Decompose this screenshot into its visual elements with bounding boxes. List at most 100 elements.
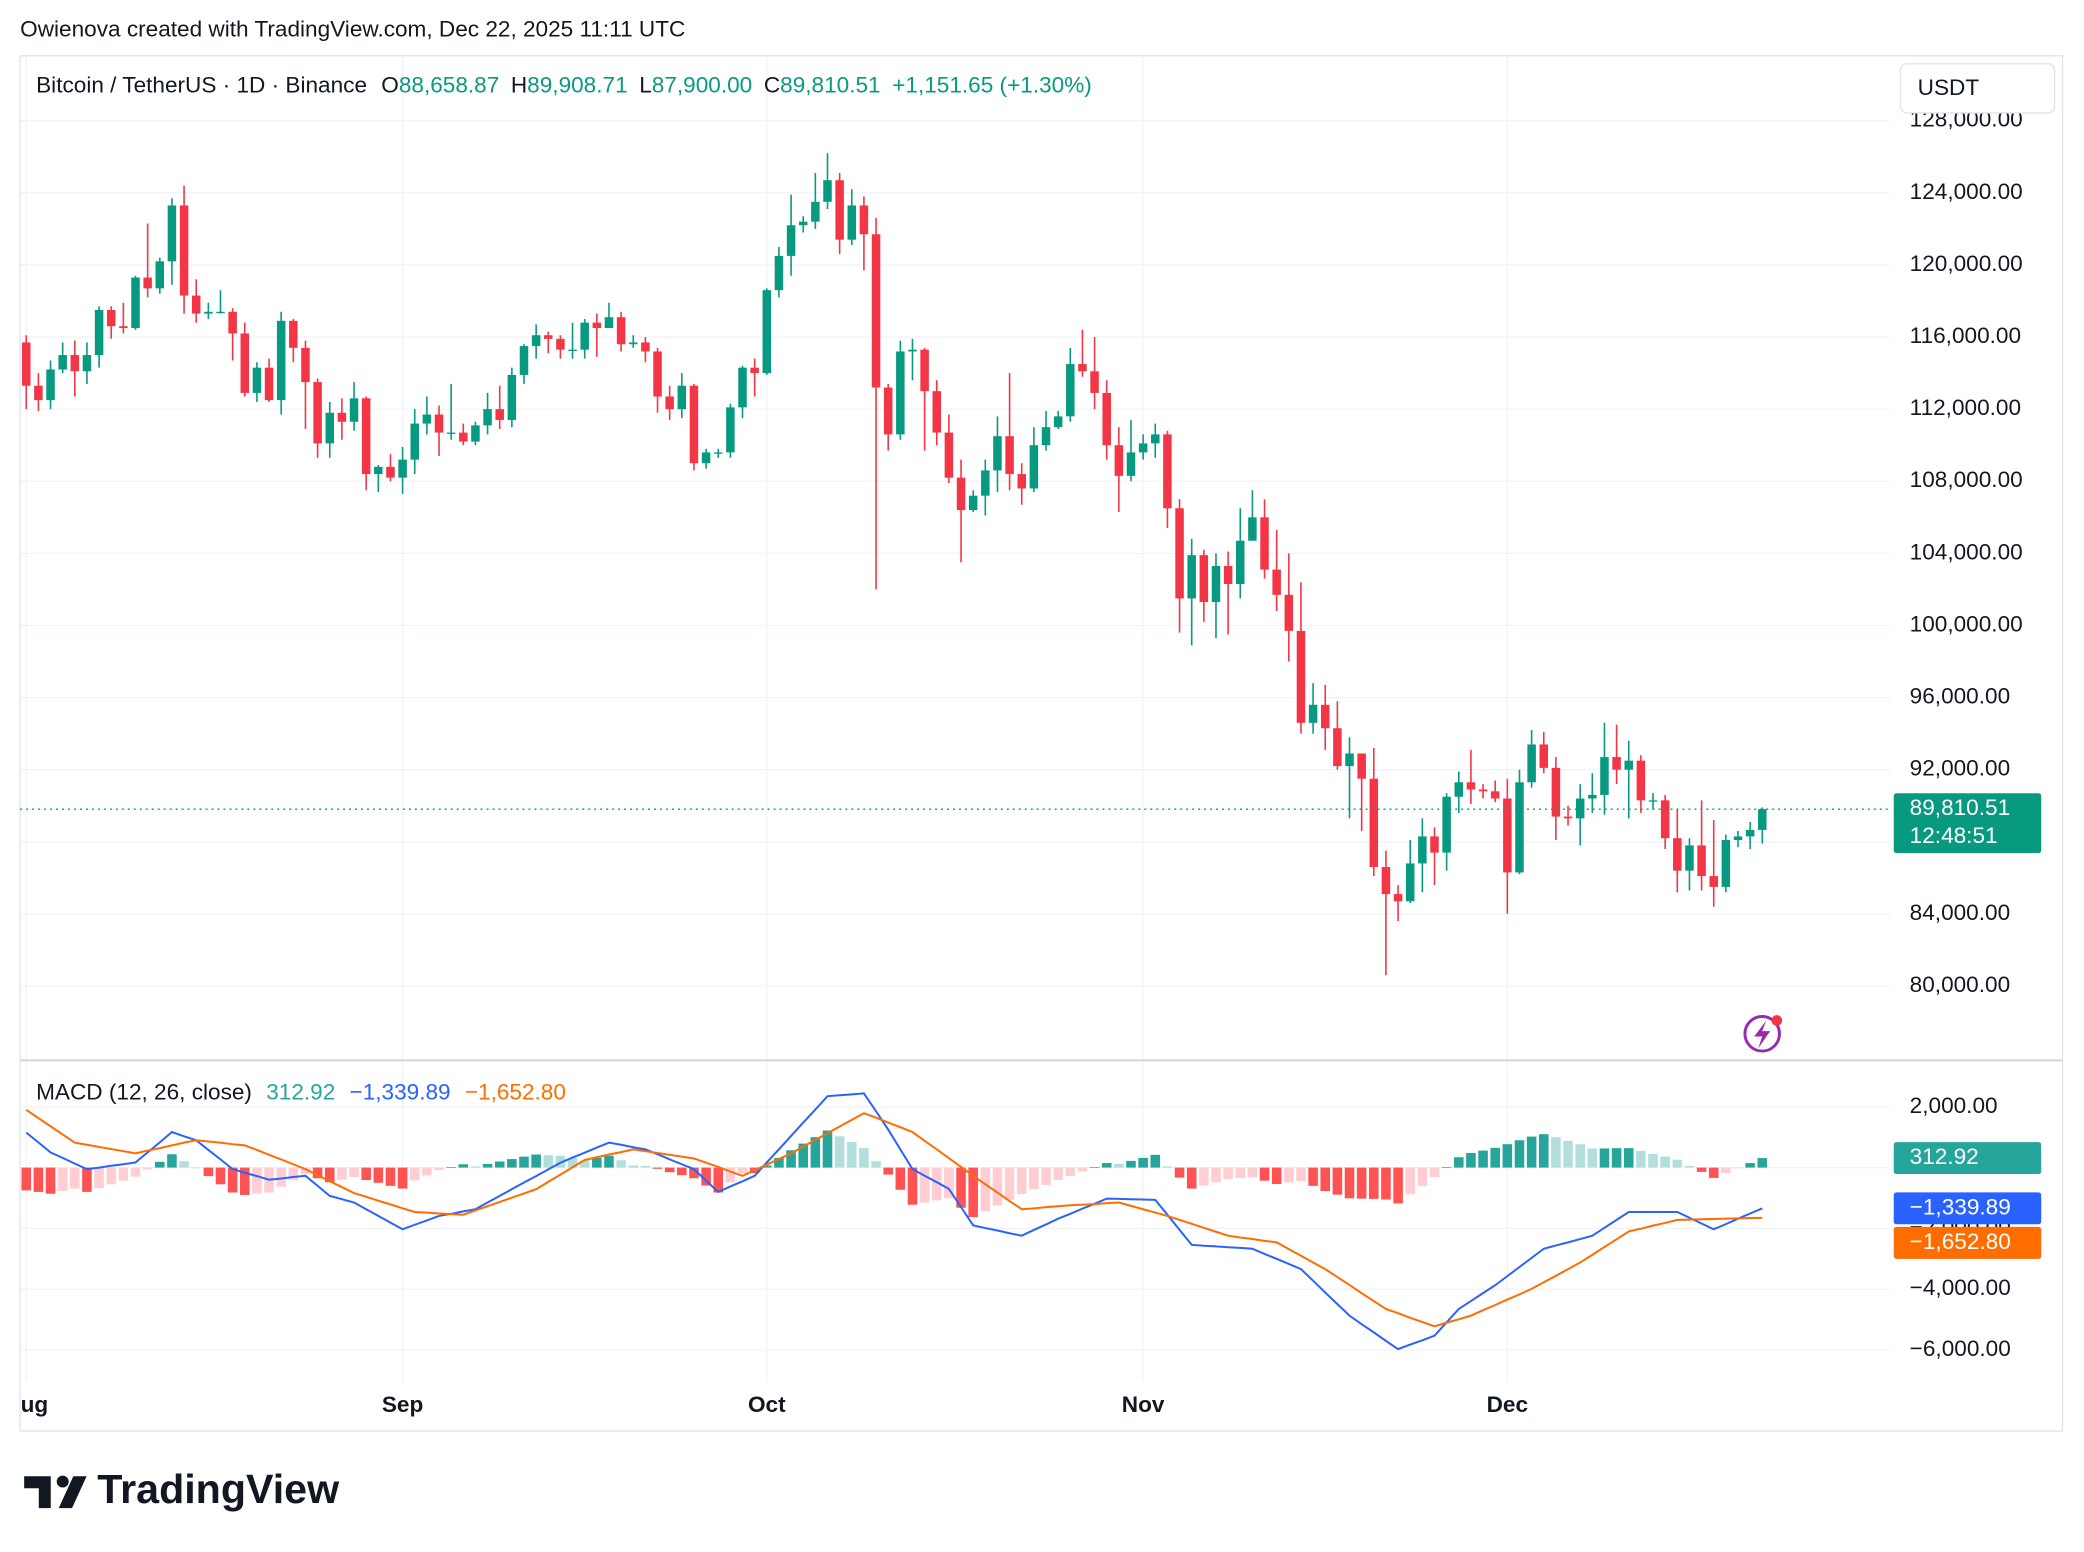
last-price-label: 89,810.51 xyxy=(1910,795,2010,820)
candle-body xyxy=(1563,816,1573,819)
histogram-bar xyxy=(1672,1159,1683,1168)
histogram-bar xyxy=(1162,1166,1173,1168)
macd-title: MACD (12, 26, close) xyxy=(36,1080,252,1105)
ohlc-key: O xyxy=(381,72,399,97)
histogram-bar xyxy=(324,1167,335,1183)
histogram-bar xyxy=(1478,1150,1488,1168)
candle-body xyxy=(738,367,747,408)
histogram-bar xyxy=(786,1150,796,1168)
histogram-bar xyxy=(1502,1144,1513,1168)
histogram-bar xyxy=(1186,1167,1197,1189)
symbol-title: Bitcoin / TetherUS · 1D · Binance xyxy=(36,72,367,97)
candle-body xyxy=(786,225,796,256)
histogram-bar xyxy=(1174,1167,1185,1178)
candle-body xyxy=(641,342,650,352)
y-tick-label: 116,000.00 xyxy=(1910,323,2021,348)
candle-body xyxy=(422,414,432,424)
histogram-bar xyxy=(1356,1167,1367,1199)
x-tick-label: Oct xyxy=(748,1392,786,1417)
candle-body xyxy=(629,342,638,345)
candle-body xyxy=(1733,836,1743,840)
candle-body xyxy=(1369,778,1379,868)
axis-value-box xyxy=(1893,1142,2042,1175)
histogram-bar xyxy=(543,1155,554,1168)
candle-body xyxy=(119,326,128,329)
histogram-bar xyxy=(1053,1167,1063,1181)
histogram-bar xyxy=(1405,1167,1416,1195)
histogram-bar xyxy=(70,1167,80,1189)
histogram-bar xyxy=(361,1167,371,1181)
histogram-bar xyxy=(57,1167,68,1192)
candle-body xyxy=(1199,555,1209,603)
candle-body xyxy=(1685,845,1694,871)
candle-body xyxy=(301,347,310,383)
y-tick-label: 108,000.00 xyxy=(1910,467,2023,492)
histogram-bar xyxy=(604,1155,614,1168)
candle-body xyxy=(1393,894,1403,902)
histogram-bar xyxy=(1199,1167,1209,1186)
histogram-bar xyxy=(1466,1153,1476,1168)
candle-body xyxy=(21,342,31,386)
histogram-bar xyxy=(531,1154,541,1168)
histogram-bar xyxy=(1490,1147,1500,1168)
candle-body xyxy=(701,452,711,464)
histogram-bar xyxy=(1041,1167,1051,1185)
histogram-bar xyxy=(1296,1167,1306,1181)
histogram-bar xyxy=(931,1167,942,1201)
candle-body xyxy=(1223,565,1233,585)
histogram-bar xyxy=(689,1167,699,1179)
histogram-bar xyxy=(713,1167,724,1193)
histogram-bar xyxy=(579,1160,590,1168)
candle-body xyxy=(167,205,177,262)
histogram-bar xyxy=(300,1167,311,1175)
histogram-bar xyxy=(1563,1140,1573,1168)
ohlc-value: 87,900.00 xyxy=(652,72,752,97)
histogram-bar xyxy=(1745,1163,1755,1168)
histogram-bar xyxy=(1514,1140,1525,1168)
histogram-bar xyxy=(1660,1156,1670,1168)
histogram-bar xyxy=(1538,1134,1549,1168)
candle-body xyxy=(216,311,225,314)
candle-body xyxy=(823,180,832,202)
candle-body xyxy=(1660,800,1670,839)
histogram-bar xyxy=(774,1157,784,1168)
candle-body xyxy=(483,409,492,426)
histogram-bar xyxy=(919,1167,930,1203)
axis-value-box xyxy=(1893,1192,2042,1225)
axis-value-label: 312.92 xyxy=(1910,1144,1979,1169)
histogram-bar xyxy=(1065,1167,1076,1177)
histogram-bar xyxy=(82,1167,92,1192)
candle-body xyxy=(1296,630,1306,723)
x-tick-label: Aug xyxy=(4,1392,48,1417)
candle-body xyxy=(410,423,419,460)
candle-body xyxy=(349,398,359,422)
candle-body xyxy=(131,277,140,329)
histogram-bar xyxy=(567,1157,578,1168)
candle-body xyxy=(1758,809,1767,830)
histogram-bar xyxy=(1708,1167,1719,1178)
histogram-bar xyxy=(1526,1136,1537,1168)
candle-body xyxy=(361,398,371,475)
histogram-bar xyxy=(846,1142,857,1168)
symbol-legend: Bitcoin / TetherUS · 1D · Binance O88,65… xyxy=(36,72,1092,97)
histogram-bar xyxy=(409,1167,420,1181)
histogram-bar xyxy=(106,1167,117,1185)
histogram-bar xyxy=(397,1167,408,1189)
candle-body xyxy=(544,335,553,339)
histogram-bar xyxy=(1757,1158,1768,1168)
candle-body xyxy=(1248,517,1257,541)
candle-body xyxy=(289,320,298,348)
candle-body xyxy=(726,407,735,453)
candle-body xyxy=(1454,782,1464,797)
histogram-bar xyxy=(507,1159,517,1168)
logo-text: TradingView xyxy=(97,1466,340,1512)
axis-value-label: −1,339.89 xyxy=(1910,1194,2011,1219)
candle-body xyxy=(592,322,602,329)
marks-layer: AugSepOctNovDec80,000.0084,000.0088,000.… xyxy=(4,63,2056,1417)
candle-body xyxy=(386,466,395,478)
histogram-legend-value: 312.92 xyxy=(266,1080,335,1105)
histogram-bar xyxy=(1211,1167,1221,1183)
histogram-bar xyxy=(1696,1167,1707,1172)
histogram-bar xyxy=(288,1167,299,1181)
